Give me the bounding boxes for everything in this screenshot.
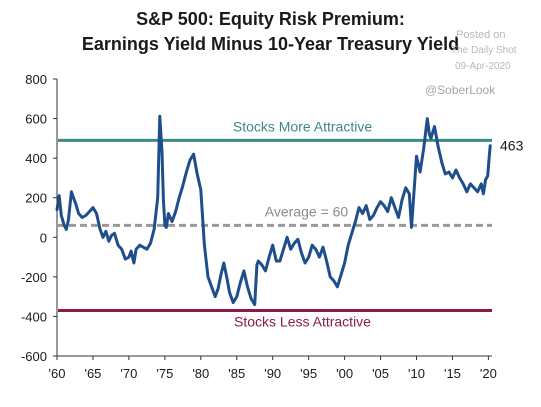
x-tick-label: '70 bbox=[120, 366, 137, 381]
x-tick-label: '95 bbox=[300, 366, 317, 381]
y-tick-label: 200 bbox=[25, 191, 47, 206]
x-tick-label: '00 bbox=[336, 366, 353, 381]
x-tick-label: '80 bbox=[192, 366, 209, 381]
watermark-source: The Daily Shot bbox=[451, 45, 517, 56]
watermark-date: 09-Apr-2020 bbox=[455, 61, 511, 72]
y-tick-label: -600 bbox=[21, 349, 47, 364]
y-tick-label: -200 bbox=[21, 270, 47, 285]
y-axis: 800 600 400 200 0 -200 -400 -600 bbox=[21, 72, 57, 364]
y-tick-label: 0 bbox=[40, 230, 47, 245]
series-group bbox=[55, 114, 492, 307]
x-axis: '60 '65 '70 '75 '80 '85 '90 '95 '00 '05 '10 '15 '20 bbox=[49, 356, 497, 381]
x-tick-label: '60 bbox=[49, 366, 66, 381]
x-tick-label: '75 bbox=[156, 366, 173, 381]
x-tick-label: '90 bbox=[264, 366, 281, 381]
reference-lines bbox=[58, 138, 492, 312]
y-tick-label: 600 bbox=[25, 112, 47, 127]
x-tick-label: '20 bbox=[480, 366, 497, 381]
y-tick-label: 400 bbox=[25, 151, 47, 166]
y-tick-label: -400 bbox=[21, 309, 47, 324]
chart-title-line1: S&P 500: Equity Risk Premium: bbox=[136, 9, 405, 29]
x-tick-label: '05 bbox=[372, 366, 389, 381]
x-tick-label: '10 bbox=[408, 366, 425, 381]
watermark-posted: Posted on bbox=[456, 29, 506, 41]
x-tick-label: '15 bbox=[444, 366, 461, 381]
average-label: Average = 60 bbox=[265, 203, 349, 219]
x-tick-label: '65 bbox=[84, 366, 101, 381]
series-line-0 bbox=[55, 114, 492, 307]
y-tick-label: 800 bbox=[25, 72, 47, 87]
stocks-less-attractive-label: Stocks Less Attractive bbox=[234, 313, 371, 329]
chart-title-line2: Earnings Yield Minus 10-Year Treasury Yi… bbox=[81, 34, 460, 54]
x-tick-label: '85 bbox=[228, 366, 245, 381]
watermark-handle: @SoberLook bbox=[425, 83, 496, 97]
last-value-label: 463 bbox=[500, 138, 524, 154]
stocks-more-attractive-label: Stocks More Attractive bbox=[233, 118, 372, 134]
